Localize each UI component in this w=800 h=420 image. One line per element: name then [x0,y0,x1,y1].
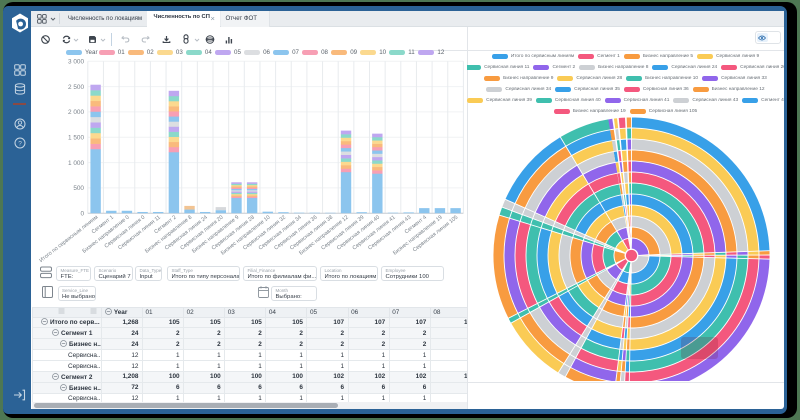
svg-text:Итого по сервисным линиям: Итого по сервисным линиям [38,214,99,264]
svg-text:2 000: 2 000 [68,109,84,116]
svg-text:1 500: 1 500 [68,135,84,142]
svg-text:3 000: 3 000 [68,59,84,66]
svg-text:2 500: 2 500 [68,84,84,91]
svg-text:0: 0 [80,210,84,217]
svg-text:?: ? [18,140,22,147]
svg-text:1 000: 1 000 [68,160,84,167]
svg-text:500: 500 [73,185,84,192]
